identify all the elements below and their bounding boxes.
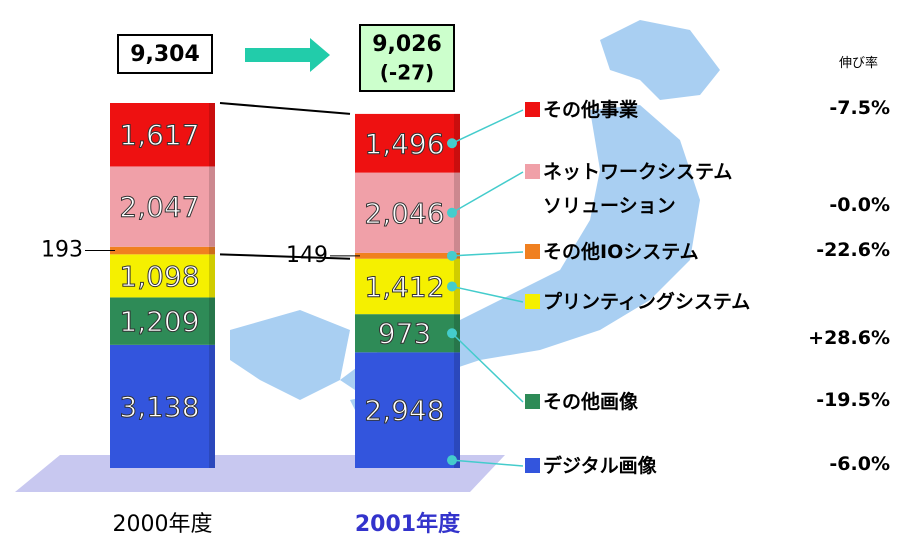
legend-dot (447, 281, 457, 292)
total-box (359, 24, 455, 92)
bar-side (209, 297, 215, 345)
legend-label: プリンティングシステム (543, 291, 751, 313)
legend-swatch (525, 102, 540, 117)
legend-dot (447, 138, 457, 149)
legend-label: デジタル画像 (543, 455, 657, 477)
value-label: 2,046 (364, 197, 444, 230)
legend-label: その他事業 (543, 99, 639, 121)
value-label: 973 (378, 317, 431, 350)
bar-segment (355, 352, 460, 468)
value-label: 3,138 (119, 390, 199, 423)
growth-label: -7.5% (829, 97, 890, 119)
bar-side (454, 352, 460, 468)
legend-connector (451, 251, 524, 257)
total-label: 9,026 (372, 32, 442, 57)
growth-label: +28.6% (808, 327, 890, 349)
growth-label: -22.6% (816, 239, 890, 261)
legend-label: その他画像 (543, 391, 639, 413)
growth-label: -0.0% (829, 194, 890, 216)
bar-side (209, 254, 215, 298)
legend-dot (447, 207, 457, 218)
x-tick-label: 2000年度 (113, 512, 213, 537)
value-label: 1,412 (364, 270, 444, 303)
bar-side (209, 166, 215, 247)
value-label: 193 (41, 238, 83, 263)
value-label: 2,047 (119, 191, 199, 224)
legend-swatch (525, 394, 540, 409)
connector (219, 253, 351, 260)
legend-swatch (525, 244, 540, 259)
change-label: (-27) (380, 61, 434, 85)
japan-map (230, 20, 720, 420)
bar-segment (355, 252, 460, 259)
legend-connector (451, 171, 524, 214)
legend-label: ネットワークシステム ソリューション (543, 161, 733, 217)
growth-label: -6.0% (829, 453, 890, 475)
bar-segment (110, 297, 215, 345)
growth-label: -19.5% (816, 389, 890, 411)
growth-header: 伸び率 (838, 56, 878, 71)
bar-segment (110, 344, 215, 468)
value-label: 1,209 (119, 305, 199, 338)
bar-side (209, 344, 215, 468)
bar-segment (355, 172, 460, 253)
total-label: 9,304 (130, 42, 200, 67)
connector (219, 102, 351, 115)
bar-side (209, 103, 215, 167)
legend-swatch (525, 458, 540, 473)
bar-segment (355, 113, 460, 173)
bar-segment (110, 254, 215, 298)
legend-dot (447, 328, 457, 339)
legend-connector (451, 332, 524, 403)
bar-segment (110, 246, 215, 255)
legend-connector (451, 459, 524, 467)
bar-segment (110, 166, 215, 247)
legend-connector (451, 109, 524, 144)
total-box (117, 34, 213, 74)
bar-segment (110, 103, 215, 167)
bar-segment (355, 314, 460, 353)
legend-dot (447, 250, 457, 261)
legend-swatch (525, 164, 540, 179)
bar-segment (355, 258, 460, 315)
value-label: 1,496 (364, 127, 444, 160)
value-label: 149 (286, 243, 328, 268)
legend-dot (447, 455, 457, 466)
bar-side (209, 246, 215, 255)
value-label: 1,098 (119, 260, 199, 293)
value-label: 1,617 (119, 119, 199, 152)
legend-swatch (525, 294, 540, 309)
legend-label: その他IOシステム (543, 241, 699, 263)
legend-connector (451, 285, 524, 303)
arrow (245, 38, 330, 72)
value-label: 2,948 (364, 394, 444, 427)
x-tick-label: 2001年度 (355, 511, 461, 537)
